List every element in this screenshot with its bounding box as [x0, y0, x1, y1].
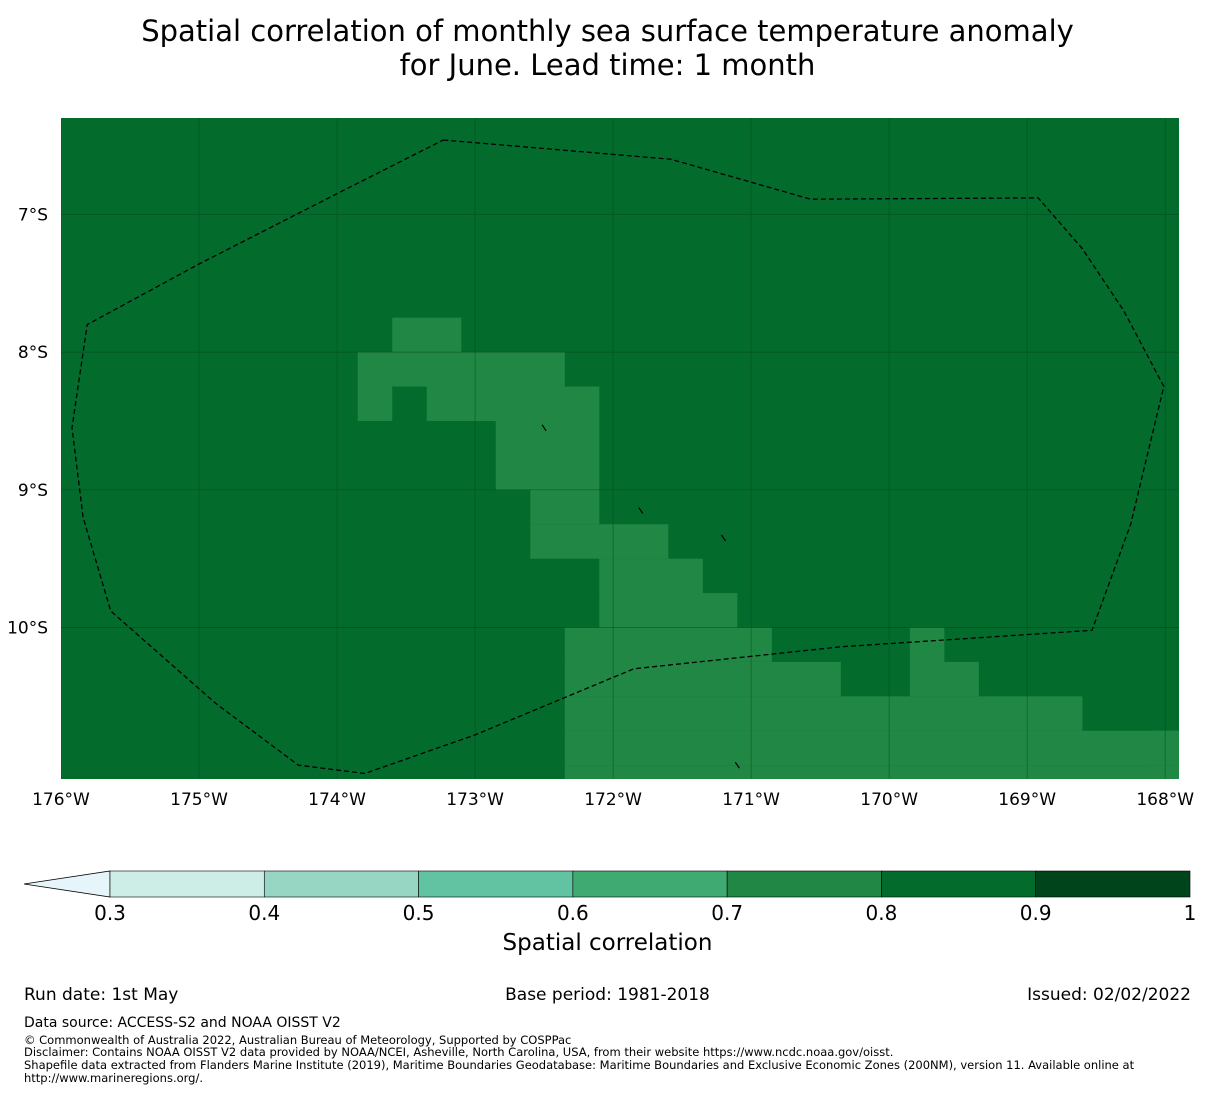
lon-tick-label: 172°W: [584, 790, 642, 810]
lon-tick-label: 176°W: [32, 790, 90, 810]
colorbar-tick-label: 0.3: [94, 901, 126, 925]
disclaimer-note: Disclaimer: Contains NOAA OISST V2 data …: [24, 1045, 894, 1059]
base-period: Base period: 1981-2018: [505, 985, 710, 1005]
colorbar-bin: [726, 870, 882, 898]
correlation-cell: [564, 627, 772, 662]
correlation-cell: [599, 593, 738, 628]
colorbar-tick-label: 0.9: [1020, 901, 1052, 925]
gridlines: [61, 118, 1179, 779]
eez-boundary-layer: [71, 139, 1165, 775]
colorbar-tick-label: 1: [1184, 901, 1197, 925]
island: [541, 424, 547, 432]
lat-tick-label: 7°S: [18, 205, 48, 225]
colorbar-bin: [109, 870, 265, 898]
correlation-cell: [909, 661, 979, 697]
correlation-cell: [564, 765, 1179, 779]
colorbar: 0.3 0.4 0.5 0.6 0.7 0.8 0.9 1: [23, 870, 1197, 925]
colorbar-tick-label: 0.8: [866, 901, 898, 925]
copyright-note: © Commonwealth of Australia 2022, Austra…: [24, 1033, 572, 1047]
correlation-cell: [564, 661, 841, 697]
colorbar-tick-label: 0.5: [403, 901, 435, 925]
colorbar-bin: [418, 870, 574, 898]
lon-tick-label: 175°W: [170, 790, 228, 810]
axis-labels: 7°S 8°S 9°S 10°S 176°W 175°W 174°W 173°W 172°W 17…: [7, 205, 1194, 810]
lat-tick-label: 9°S: [18, 481, 48, 501]
colorbar-title: Spatial correlation: [502, 930, 713, 956]
colorbar-tick-label: 0.7: [711, 901, 743, 925]
colorbar-bin: [572, 870, 728, 898]
lat-tick-label: 8°S: [18, 343, 48, 363]
correlation-cell: [1151, 730, 1179, 766]
colorbar-tick-label: 0.4: [248, 901, 280, 925]
lon-tick-label: 174°W: [308, 790, 366, 810]
correlation-cell: [564, 730, 1179, 766]
islands-layer: [541, 424, 740, 769]
lon-tick-label: 171°W: [722, 790, 780, 810]
correlation-cell: [599, 558, 703, 594]
colorbar-bin: [263, 870, 419, 898]
colorbar-bin: [1035, 870, 1191, 898]
chart-title: Spatial correlation of monthly sea surfa…: [0, 14, 1215, 82]
lon-tick-label: 169°W: [998, 790, 1056, 810]
correlation-cell: [357, 352, 565, 387]
correlation-cell: [426, 386, 600, 421]
run-date: Run date: 1st May: [24, 985, 179, 1005]
correlation-cell: [495, 420, 600, 490]
lon-tick-label: 173°W: [446, 790, 504, 810]
data-source: Data source: ACCESS-S2 and NOAA OISST V2: [24, 1015, 341, 1031]
colorbar-bin: [881, 870, 1037, 898]
island: [638, 507, 644, 514]
correlation-cell: [357, 386, 393, 421]
correlation-cell: [564, 696, 1083, 731]
correlation-cell: [530, 489, 600, 525]
island: [734, 761, 740, 769]
shapefile-note: Shapefile data extracted from Flanders M…: [24, 1058, 1135, 1085]
correlation-cell: [530, 524, 669, 559]
correlation-cell: [392, 317, 462, 353]
eez-boundary: [71, 139, 1165, 775]
issued-date: Issued: 02/02/2022: [1027, 985, 1191, 1005]
lon-tick-label: 170°W: [860, 790, 918, 810]
lat-tick-label: 10°S: [7, 619, 48, 639]
correlation-cell: [909, 627, 945, 662]
title-line-1: Spatial correlation of monthly sea surfa…: [141, 14, 1074, 48]
colorbar-extend-arrow: [23, 870, 111, 898]
correlation-cells: [357, 317, 1179, 779]
island: [721, 534, 727, 542]
lon-tick-label: 168°W: [1136, 790, 1194, 810]
colorbar-tick-label: 0.6: [557, 901, 589, 925]
title-line-2: for June. Lead time: 1 month: [399, 48, 816, 82]
